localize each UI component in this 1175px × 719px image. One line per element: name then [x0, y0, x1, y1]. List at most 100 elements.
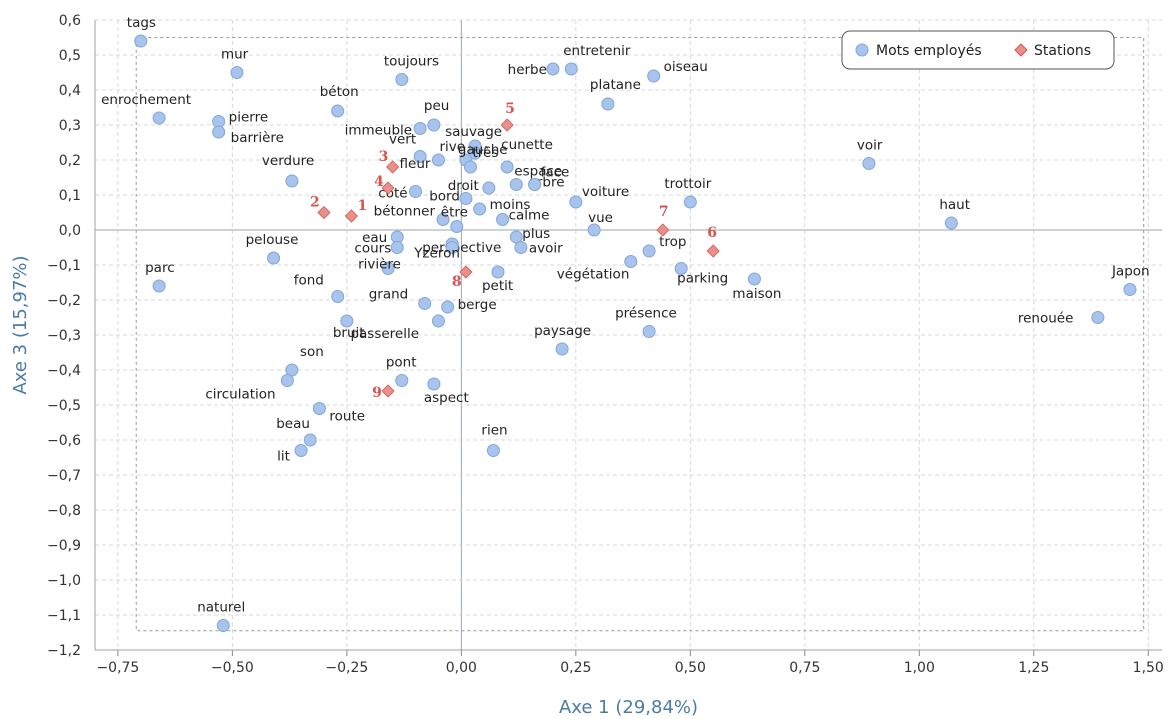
x-axis-title: Axe 1 (29,84%) [559, 697, 698, 718]
word-point[interactable] [230, 66, 244, 79]
word-point[interactable] [555, 342, 569, 356]
station-point[interactable] [459, 265, 473, 279]
word-point[interactable] [601, 97, 615, 111]
word-point[interactable] [436, 213, 450, 226]
word-label: renouée [1018, 311, 1074, 327]
word-label: voir [857, 138, 883, 154]
word-label: fleur [400, 156, 431, 172]
word-point[interactable] [134, 34, 148, 48]
word-point[interactable] [500, 160, 514, 174]
word-point[interactable] [418, 297, 432, 310]
word-point[interactable] [564, 62, 578, 76]
station-point[interactable] [500, 118, 514, 132]
x-tick-label: 1,00 [904, 660, 935, 676]
legend-stations-label[interactable]: Stations [1034, 43, 1091, 59]
word-label: passerelle [350, 326, 419, 342]
word-label: toujours [384, 54, 439, 70]
word-point[interactable] [340, 314, 354, 328]
word-point[interactable] [587, 223, 601, 237]
word-point[interactable] [642, 244, 656, 258]
word-label: calme [509, 208, 550, 224]
word-point[interactable] [647, 69, 661, 83]
word-point[interactable] [152, 279, 166, 293]
word-point[interactable] [331, 104, 345, 118]
word-point[interactable] [509, 178, 523, 191]
legend[interactable]: Mots employés Stations [841, 30, 1115, 70]
station-point[interactable] [706, 244, 720, 258]
word-point[interactable] [152, 111, 166, 125]
word-point[interactable] [464, 160, 478, 174]
station-point[interactable] [656, 223, 670, 237]
station-point[interactable] [317, 205, 331, 220]
word-label: grand [369, 287, 409, 303]
word-point[interactable] [212, 125, 226, 139]
word-point[interactable] [445, 241, 459, 254]
word-label: berge [458, 297, 497, 313]
word-point[interactable] [312, 402, 326, 415]
word-point[interactable] [491, 265, 505, 279]
word-point[interactable] [303, 433, 317, 447]
station-label: 8 [452, 274, 462, 290]
word-point[interactable] [390, 241, 404, 254]
x-tick-label: 0,00 [446, 660, 477, 676]
word-point[interactable] [468, 146, 482, 160]
station-point[interactable] [386, 160, 400, 174]
station-label: 7 [659, 204, 669, 220]
word-label: béton [320, 84, 359, 100]
word-point[interactable] [395, 73, 409, 86]
word-label: route [329, 409, 365, 425]
word-point[interactable] [431, 153, 445, 167]
legend-words-label[interactable]: Mots employés [876, 43, 982, 59]
station-point[interactable] [381, 181, 395, 195]
word-point[interactable] [427, 377, 441, 391]
word-point[interactable] [862, 157, 876, 170]
tick-labels: −0,75 −0,50 −0,25 0,00 0,25 0,50 0,75 1,00 1,25 1… [47, 13, 1164, 676]
word-point[interactable] [473, 202, 487, 216]
word-point[interactable] [944, 216, 958, 230]
y-tick-label: −0,5 [47, 398, 81, 414]
word-point[interactable] [431, 314, 445, 328]
y-tick-label: 0,3 [59, 118, 81, 134]
word-point[interactable] [674, 262, 688, 275]
word-point[interactable] [528, 178, 542, 191]
station-label: 4 [374, 174, 384, 190]
word-point[interactable] [294, 444, 308, 457]
word-label: oiseau [664, 59, 708, 75]
word-label: bord [429, 189, 460, 205]
word-point[interactable] [569, 195, 583, 209]
word-point[interactable] [441, 300, 455, 314]
word-point[interactable] [280, 374, 294, 387]
word-point[interactable] [395, 374, 409, 387]
word-point[interactable] [413, 122, 427, 135]
word-point[interactable] [216, 619, 230, 632]
word-point[interactable] [486, 444, 500, 457]
word-label: voiture [582, 184, 629, 200]
word-point[interactable] [459, 192, 473, 205]
word-point[interactable] [267, 251, 281, 265]
station-point[interactable] [344, 209, 359, 223]
word-point[interactable] [683, 195, 697, 209]
word-point[interactable] [381, 262, 395, 275]
word-point[interactable] [642, 325, 656, 338]
word-point[interactable] [482, 181, 496, 195]
word-point[interactable] [496, 213, 510, 226]
word-point[interactable] [409, 185, 423, 198]
word-point[interactable] [331, 290, 345, 303]
word-label: végétation [557, 267, 630, 283]
y-tick-label: 0,2 [59, 153, 81, 169]
word-point[interactable] [514, 241, 528, 254]
station-point[interactable] [381, 384, 395, 398]
word-point[interactable] [413, 150, 427, 163]
y-tick-label: 0,1 [59, 188, 81, 204]
word-point[interactable] [546, 62, 560, 76]
word-point[interactable] [624, 255, 638, 268]
word-point[interactable] [427, 118, 441, 132]
word-point[interactable] [1091, 311, 1105, 324]
y-tick-label: −1,2 [47, 643, 81, 659]
word-point[interactable] [285, 174, 299, 188]
word-point[interactable] [1123, 283, 1137, 296]
word-point[interactable] [450, 220, 464, 233]
word-label: herbe [508, 62, 547, 78]
word-point[interactable] [747, 272, 761, 286]
word-label: lit [277, 449, 290, 465]
